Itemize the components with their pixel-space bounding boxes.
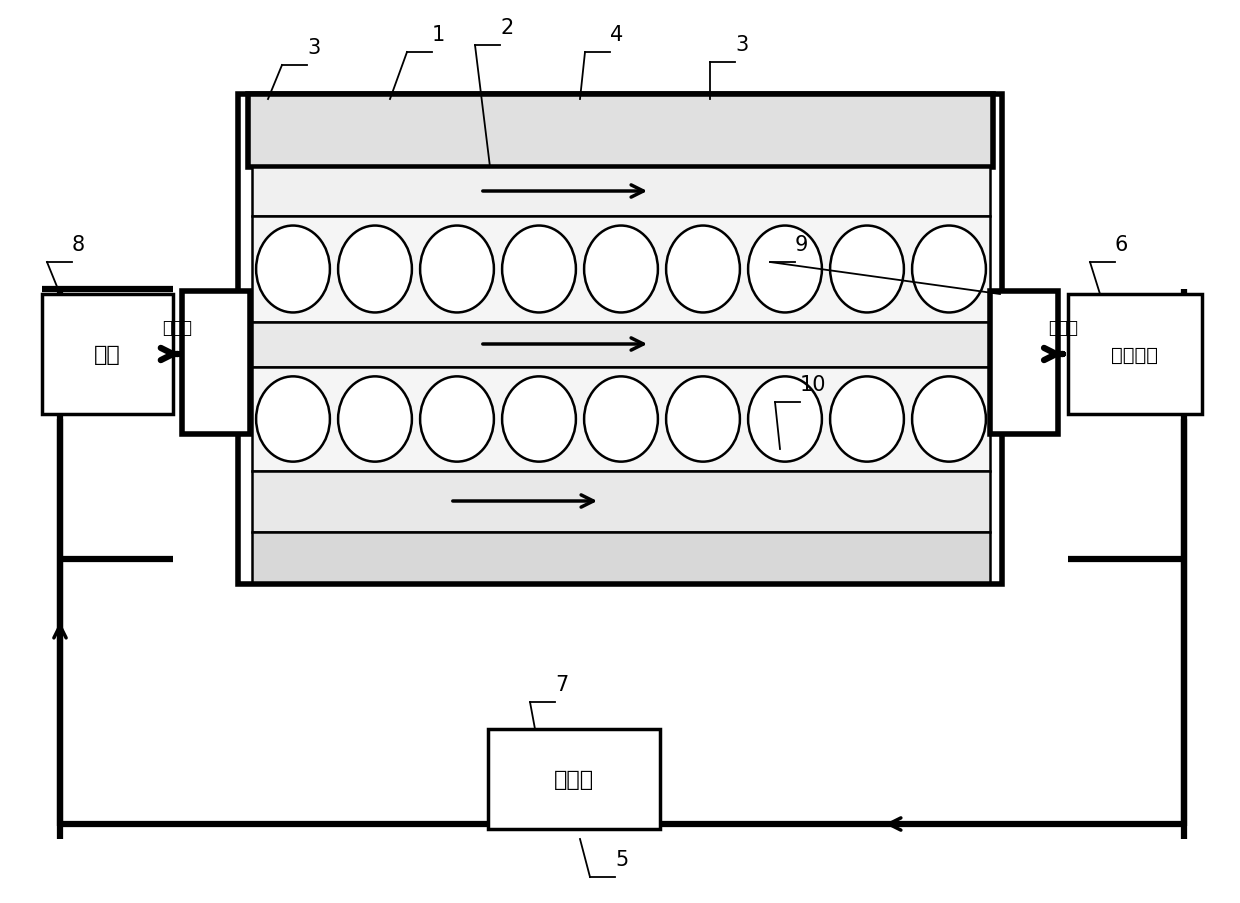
Ellipse shape bbox=[257, 377, 330, 462]
Bar bbox=[1068, 294, 1202, 414]
Ellipse shape bbox=[666, 227, 740, 313]
Text: 水泵: 水泵 bbox=[94, 345, 120, 365]
Text: 4: 4 bbox=[610, 25, 624, 45]
Text: 7: 7 bbox=[556, 675, 568, 694]
Text: 冷却液: 冷却液 bbox=[1048, 319, 1078, 337]
Ellipse shape bbox=[666, 377, 740, 462]
Text: 5: 5 bbox=[615, 849, 629, 869]
Ellipse shape bbox=[584, 377, 658, 462]
Text: 1: 1 bbox=[432, 25, 445, 45]
Ellipse shape bbox=[502, 377, 575, 462]
Bar bbox=[252, 322, 990, 368]
Ellipse shape bbox=[257, 227, 330, 313]
Bar bbox=[252, 533, 990, 582]
Text: 9: 9 bbox=[795, 235, 808, 255]
Text: 3: 3 bbox=[308, 38, 320, 58]
Ellipse shape bbox=[502, 227, 575, 313]
Ellipse shape bbox=[830, 227, 904, 313]
Bar bbox=[238, 95, 1002, 584]
Text: 6: 6 bbox=[1115, 235, 1128, 255]
Ellipse shape bbox=[584, 227, 658, 313]
Ellipse shape bbox=[339, 377, 412, 462]
Text: 8: 8 bbox=[72, 235, 86, 255]
Bar bbox=[182, 292, 250, 434]
Ellipse shape bbox=[339, 227, 412, 313]
Text: 10: 10 bbox=[800, 375, 827, 395]
Text: 3: 3 bbox=[735, 35, 748, 55]
Bar bbox=[990, 292, 1058, 434]
Bar bbox=[489, 730, 660, 829]
Bar bbox=[252, 168, 990, 217]
Bar bbox=[42, 294, 174, 414]
Ellipse shape bbox=[748, 227, 822, 313]
Ellipse shape bbox=[913, 227, 986, 313]
Bar bbox=[252, 471, 990, 533]
Text: 冷却液: 冷却液 bbox=[162, 319, 192, 337]
Ellipse shape bbox=[913, 377, 986, 462]
Bar bbox=[252, 368, 990, 471]
Ellipse shape bbox=[420, 227, 494, 313]
Text: 冷却水筒: 冷却水筒 bbox=[1111, 345, 1158, 364]
Text: 换热器: 换热器 bbox=[554, 769, 594, 789]
Ellipse shape bbox=[420, 377, 494, 462]
Text: 2: 2 bbox=[500, 18, 513, 38]
Ellipse shape bbox=[748, 377, 822, 462]
Bar bbox=[248, 95, 993, 168]
Ellipse shape bbox=[830, 377, 904, 462]
Bar bbox=[252, 217, 990, 322]
